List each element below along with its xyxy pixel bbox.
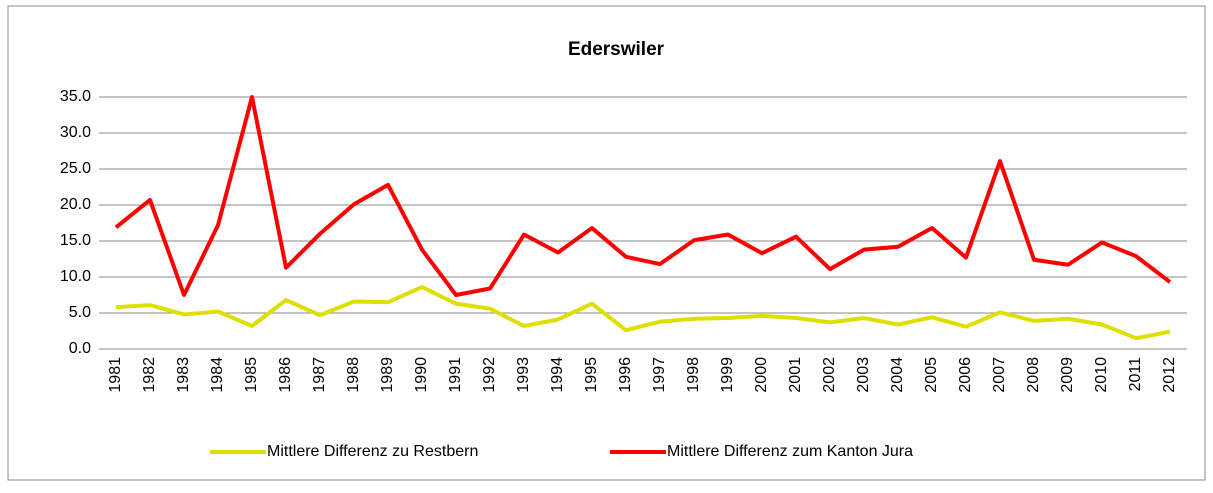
x-tick-label: 1985 (243, 357, 260, 393)
y-tick-label: 15.0 (60, 232, 91, 249)
x-tick-label: 1996 (617, 357, 634, 393)
x-tick-label: 1997 (651, 357, 668, 393)
x-tick-label: 2001 (787, 357, 804, 393)
x-tick-label: 2010 (1093, 357, 1110, 393)
data-line (114, 95, 1172, 297)
chart-border (7, 5, 1206, 481)
x-tick-label: 1999 (719, 357, 736, 393)
legend-label: Mittlere Differenz zu Restbern (267, 443, 478, 460)
x-tick-label: 1993 (515, 357, 532, 393)
y-tick-label: 35.0 (60, 88, 91, 105)
y-tick-label: 30.0 (60, 124, 91, 141)
chart-title: Ederswiler (568, 39, 665, 60)
x-tick-label: 2002 (821, 357, 838, 393)
x-tick-label: 2011 (1127, 357, 1144, 392)
x-tick-label: 1992 (481, 357, 498, 393)
y-tick-label: 20.0 (60, 196, 91, 213)
y-tick-label: 0.0 (69, 340, 91, 357)
x-tick-label: 1991 (447, 357, 464, 393)
x-tick-label: 1986 (277, 357, 294, 393)
x-tick-label: 2009 (1059, 357, 1076, 393)
x-tick-label: 2005 (923, 357, 940, 393)
x-tick-label: 1998 (685, 357, 702, 393)
x-tick-label: 2000 (753, 357, 770, 393)
x-tick-label: 1982 (141, 357, 158, 393)
y-tick-label: 25.0 (60, 160, 91, 177)
x-tick-label: 1983 (175, 357, 192, 393)
x-tick-label: 1984 (209, 357, 226, 393)
x-tick-label: 2012 (1161, 357, 1178, 393)
x-tick-label: 2003 (855, 357, 872, 393)
x-tick-label: 1981 (107, 357, 124, 393)
x-tick-label: 2008 (1025, 357, 1042, 393)
x-tick-label: 1994 (549, 357, 566, 393)
legend-label: Mittlere Differenz zum Kanton Jura (667, 443, 913, 460)
x-tick-label: 1990 (413, 357, 430, 393)
y-tick-label: 5.0 (69, 304, 91, 321)
y-tick-label: 10.0 (60, 268, 91, 285)
x-tick-label: 2007 (991, 357, 1008, 393)
data-line (115, 285, 1171, 341)
x-tick-label: 2006 (957, 357, 974, 393)
x-tick-label: 1987 (311, 357, 328, 393)
x-tick-label: 1988 (345, 357, 362, 393)
x-tick-label: 2004 (889, 357, 906, 393)
x-tick-label: 1989 (379, 357, 396, 393)
x-tick-label: 1995 (583, 357, 600, 393)
